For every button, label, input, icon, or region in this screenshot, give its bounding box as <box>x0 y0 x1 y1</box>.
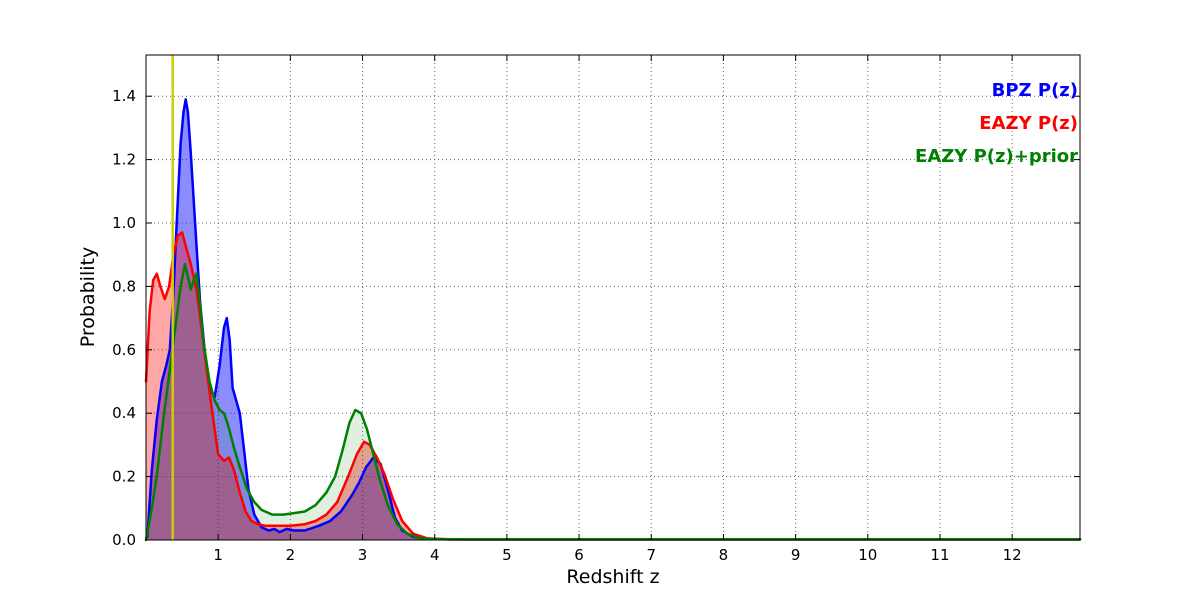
y-tick-label: 0.6 <box>112 341 136 359</box>
x-tick-label: 12 <box>1003 546 1022 564</box>
x-axis-label: Redshift z <box>566 566 660 588</box>
legend-item-eazy-prior: EAZY P(z)+prior <box>915 146 1078 167</box>
series-line <box>144 231 1082 541</box>
x-tick-label: 7 <box>646 546 656 564</box>
series-line <box>144 262 1082 542</box>
y-axis-label-text: Probability <box>77 246 99 348</box>
plot-background <box>146 55 1080 540</box>
y-tick-label: 1.4 <box>112 87 136 105</box>
x-tick-label: 4 <box>430 546 440 564</box>
x-tick-label: 1 <box>213 546 223 564</box>
x-tick-label: 3 <box>358 546 368 564</box>
legend: BPZ P(z) EAZY P(z) EAZY P(z)+prior <box>915 74 1078 173</box>
x-tick-label: 5 <box>502 546 512 564</box>
y-tick-label: 0.4 <box>112 404 136 422</box>
x-tick-label: 8 <box>719 546 729 564</box>
y-tick-label: 0.2 <box>112 468 136 486</box>
y-tick-label: 0.8 <box>112 277 136 295</box>
x-tick-label: 2 <box>286 546 296 564</box>
series-fill <box>146 264 1080 540</box>
legend-item-bpz: BPZ P(z) <box>991 80 1078 101</box>
x-tick-label: 6 <box>574 546 584 564</box>
x-tick-label: 11 <box>930 546 949 564</box>
x-tick-label: 9 <box>791 546 801 564</box>
legend-item-eazy: EAZY P(z) <box>979 113 1078 134</box>
plot-frame <box>145 54 1081 541</box>
y-tick-label: 1.0 <box>112 214 136 232</box>
y-tick-label: 1.2 <box>112 151 136 169</box>
x-tick-label: 10 <box>858 546 877 564</box>
y-tick-label: 0.0 <box>112 531 136 549</box>
